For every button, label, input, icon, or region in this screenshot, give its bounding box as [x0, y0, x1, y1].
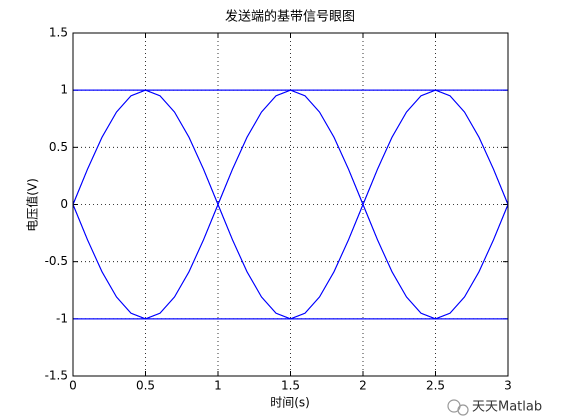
x-tick-label: 1: [214, 379, 222, 393]
x-tick-label: 0.5: [136, 379, 155, 393]
y-tick-label: -0.5: [45, 254, 68, 268]
chart-title: 发送端的基带信号眼图: [225, 9, 355, 25]
x-tick-label: 0: [69, 379, 77, 393]
x-tick-label: 1.5: [281, 379, 300, 393]
eye-trace: [72, 89, 509, 320]
y-axis-label: 电压值(V): [25, 178, 40, 232]
y-tick-label: 1.5: [49, 26, 68, 40]
eye-trace: [72, 89, 509, 320]
x-tick-label: 2.5: [426, 379, 445, 393]
y-tick-label: 1: [60, 83, 68, 97]
y-tick-label: -1.5: [45, 369, 68, 383]
x-tick-label: 2: [359, 379, 367, 393]
y-tick-label: -1: [56, 311, 68, 325]
watermark: 天天Matlab: [472, 400, 542, 415]
x-tick-label: 3: [504, 379, 512, 393]
y-tick-label: 0: [60, 197, 68, 211]
y-tick-label: 0.5: [49, 140, 68, 154]
watermark-icon: [447, 399, 469, 416]
axes-box: [72, 32, 509, 377]
x-axis-label: 时间(s): [270, 396, 310, 410]
